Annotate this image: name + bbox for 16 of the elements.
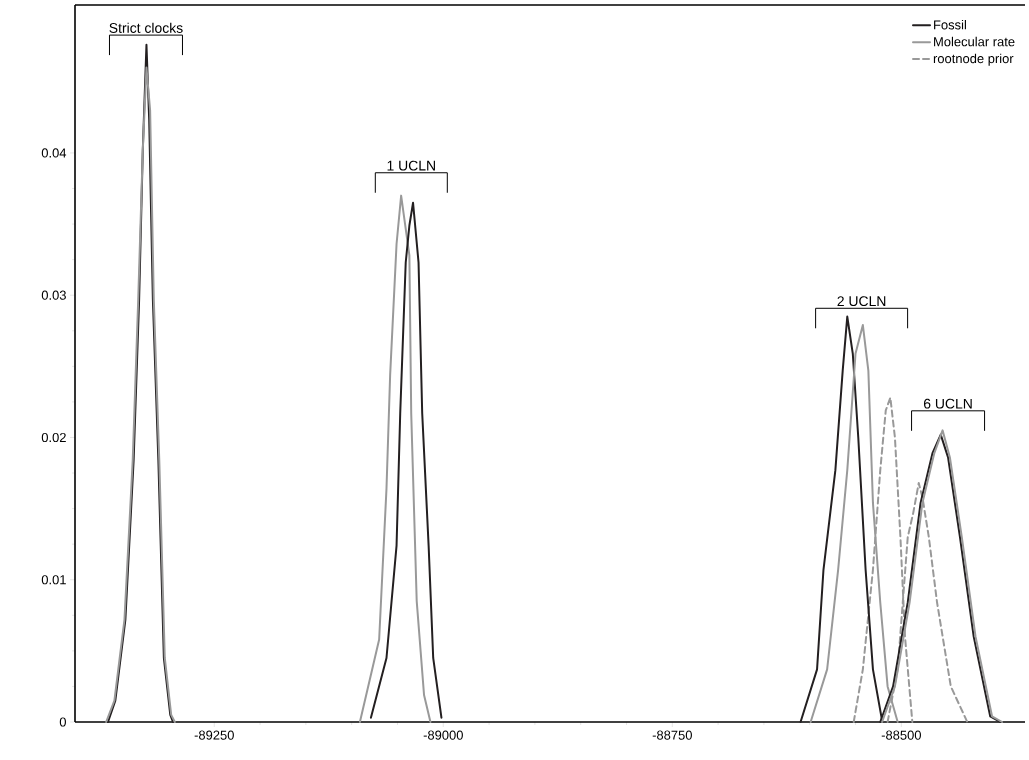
y-tick-label: 0.02 [41,432,66,443]
x-tick-label: -89000 [423,730,463,740]
legend-label: Molecular rate [934,36,1015,47]
x-tick-label: -89250 [194,730,234,740]
legend-label: Fossil [934,19,966,30]
x-tick-label: -88750 [652,730,692,740]
y-tick-label: 0 [59,717,66,727]
annotation: 2 UCLN [837,296,886,307]
y-tick-label: 0.03 [41,290,66,300]
x-tick-label: -88500 [881,730,921,740]
annotation: 1 UCLN [387,160,435,171]
legend-label: rootnode prior [933,53,1014,66]
y-tick-label: 0.04 [41,148,67,158]
annotation: Strict clocks [109,22,183,33]
y-tick-label: 0.01 [41,575,66,585]
annotation: 6 UCLN [923,398,972,409]
